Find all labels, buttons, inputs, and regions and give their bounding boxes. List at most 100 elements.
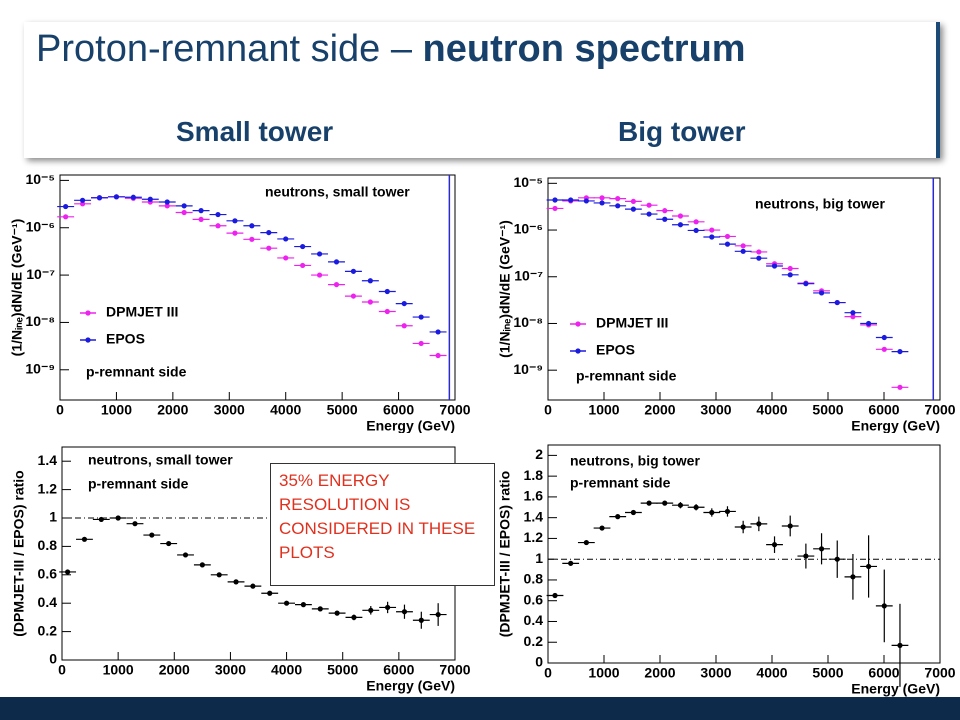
x-tick-label: 7000	[439, 402, 470, 418]
x-tick-label: 5000	[327, 662, 358, 678]
data-point	[646, 211, 652, 217]
data-point	[149, 532, 155, 538]
data-point	[132, 521, 138, 527]
data-point	[646, 202, 652, 208]
data-point	[709, 234, 715, 240]
data-point	[599, 200, 605, 206]
y-tick-label: 10⁻⁷	[26, 266, 55, 282]
data-point	[317, 606, 323, 612]
data-point	[333, 281, 340, 288]
data-point	[552, 197, 558, 203]
data-point	[818, 546, 825, 552]
y-tick-label: 0.4	[38, 594, 58, 610]
data-point	[435, 329, 441, 335]
y-tick-label: 1.4	[524, 508, 544, 524]
x-tick-label: 6000	[868, 665, 899, 681]
data-point	[552, 592, 558, 599]
data-point	[368, 607, 374, 613]
x-tick-label: 5000	[812, 402, 843, 418]
data-point	[568, 197, 574, 203]
data-point	[418, 617, 424, 623]
x-tick-label: 2000	[157, 402, 188, 418]
data-point	[267, 590, 273, 596]
legend-label: EPOS	[106, 331, 145, 347]
data-point	[401, 609, 408, 615]
annotation: p-remnant side	[88, 476, 189, 492]
x-tick-label: 1000	[588, 665, 619, 681]
y-tick-label: 10⁻⁵	[513, 174, 543, 190]
data-point	[115, 515, 121, 521]
y-tick-label: 0.2	[38, 622, 58, 638]
y-tick-label: 10⁻⁵	[25, 171, 55, 187]
data-point	[401, 300, 407, 307]
data-point	[385, 604, 391, 611]
x-tick-label: 1000	[103, 662, 134, 678]
data-point	[198, 208, 204, 214]
y-tick-label: 10⁻⁸	[25, 313, 55, 329]
legend-label: DPMJET III	[106, 304, 178, 320]
data-point	[266, 245, 272, 251]
data-point	[615, 514, 621, 520]
data-point	[787, 272, 793, 278]
y-tick-label: 1.4	[38, 452, 58, 468]
data-point	[881, 603, 887, 609]
data-point	[63, 203, 69, 210]
data-point	[834, 299, 840, 306]
x-tick-label: 6000	[383, 662, 414, 678]
axes-frame	[547, 177, 941, 401]
legend-marker	[575, 348, 581, 354]
annotation: neutrons, big tower	[755, 196, 885, 212]
data-point	[113, 194, 120, 200]
x-tick-label: 2000	[159, 662, 190, 678]
data-point	[740, 243, 746, 249]
data-point	[418, 340, 424, 347]
data-point	[677, 502, 684, 508]
data-point	[384, 308, 390, 315]
data-point	[79, 197, 86, 203]
data-point	[724, 508, 731, 515]
data-point	[63, 214, 69, 220]
title-box	[24, 22, 940, 158]
x-tick-label: 3000	[700, 665, 731, 681]
y-tick-label: 0.6	[524, 591, 544, 607]
plot-background	[0, 165, 480, 432]
x-tick-label: 7000	[924, 665, 955, 681]
data-point	[693, 227, 699, 234]
x-tick-label: 4000	[756, 665, 787, 681]
data-point	[881, 334, 887, 341]
data-point	[233, 579, 239, 585]
y-tick-label: 0.4	[524, 612, 544, 628]
axes-frame	[59, 174, 456, 401]
y-tick-label: 10⁻⁸	[513, 314, 543, 330]
y-tick-label: 1.2	[524, 529, 544, 545]
data-point	[787, 265, 793, 272]
x-tick-label: 4000	[271, 662, 302, 678]
annotation: p-remnant side	[570, 475, 671, 491]
data-point	[232, 230, 238, 236]
data-point	[81, 536, 88, 542]
data-point	[130, 194, 136, 200]
data-point	[435, 352, 441, 359]
y-tick-label: 1.8	[524, 467, 544, 483]
data-point	[215, 223, 221, 229]
data-point	[316, 272, 323, 278]
data-point	[724, 233, 731, 240]
annotation: p-remnant side	[576, 368, 677, 384]
data-point	[96, 195, 103, 201]
data-point	[709, 509, 715, 516]
data-point	[401, 323, 407, 329]
data-point	[215, 211, 221, 218]
data-point	[98, 516, 104, 523]
y-tick-label: 1.6	[524, 488, 544, 504]
legend-label: EPOS	[596, 342, 635, 358]
x-tick-label: 2000	[644, 402, 675, 418]
x-axis-label: Energy (GeV)	[366, 418, 455, 434]
x-tick-label: 7000	[924, 402, 955, 418]
data-point	[740, 248, 746, 254]
data-point	[350, 268, 357, 274]
data-point	[216, 572, 222, 578]
heading: Big tower	[618, 116, 746, 147]
data-point	[897, 384, 903, 390]
data-point	[756, 255, 762, 261]
data-point	[164, 199, 170, 205]
